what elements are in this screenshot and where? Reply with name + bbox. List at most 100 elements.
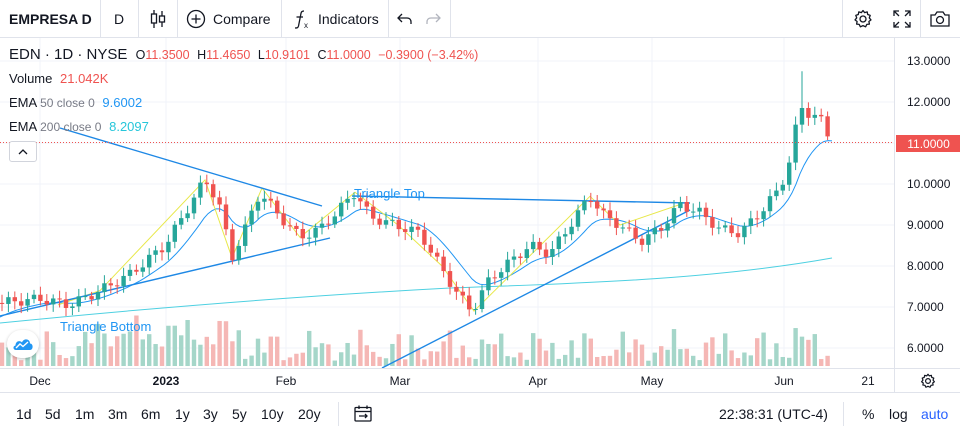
svg-text:x: x bbox=[304, 21, 308, 30]
legend-exchange: NYSE bbox=[86, 46, 128, 63]
range-3m-button[interactable]: 3m bbox=[108, 406, 128, 422]
candle-body bbox=[185, 213, 190, 219]
range-5y-button[interactable]: 5y bbox=[232, 406, 247, 422]
candle-body bbox=[51, 298, 56, 305]
candle-body bbox=[95, 292, 101, 300]
volume-bar bbox=[665, 349, 670, 366]
percent-scale-toggle[interactable]: % bbox=[862, 406, 875, 422]
volume-bar bbox=[729, 350, 734, 366]
toolbar-divider bbox=[843, 402, 844, 426]
candle-body bbox=[774, 190, 779, 197]
compare-button[interactable]: Compare bbox=[186, 0, 271, 38]
volume-bar bbox=[601, 356, 606, 366]
candle-body bbox=[76, 296, 81, 307]
range-10y-button[interactable]: 10y bbox=[261, 406, 284, 422]
time-axis[interactable]: Dec 2023 Feb Mar Apr May Jun 21 bbox=[0, 368, 960, 393]
volume-bar bbox=[492, 344, 497, 366]
volume-bar bbox=[505, 356, 510, 366]
candle-body bbox=[70, 306, 75, 308]
volume-bar bbox=[371, 351, 376, 366]
volume-bar bbox=[57, 354, 62, 366]
volume-bar bbox=[396, 334, 401, 366]
camera-icon[interactable] bbox=[928, 0, 952, 38]
candle-body bbox=[211, 184, 216, 198]
price-chart[interactable]: Triangle Top Triangle Bottom bbox=[0, 38, 894, 368]
candle-body bbox=[569, 226, 574, 235]
price-label: 7.0000 bbox=[907, 300, 944, 314]
indicators-button[interactable]: x Indicators bbox=[292, 0, 379, 38]
logo-watermark[interactable] bbox=[7, 330, 39, 358]
time-label: Apr bbox=[528, 374, 548, 388]
candle-body bbox=[396, 219, 401, 230]
fullscreen-icon[interactable] bbox=[890, 0, 914, 38]
candle-body bbox=[422, 229, 427, 245]
legend-collapse-button[interactable] bbox=[9, 141, 37, 162]
trend-lines bbox=[0, 127, 691, 368]
range-6m-button[interactable]: 6m bbox=[141, 406, 161, 422]
candle-body bbox=[620, 227, 625, 229]
volume-label: Volume bbox=[9, 71, 53, 86]
candle-body bbox=[44, 300, 49, 305]
range-1m-button[interactable]: 1m bbox=[75, 406, 95, 422]
volume-bar bbox=[172, 325, 177, 366]
volume-legend[interactable]: Volume 21.042K bbox=[9, 71, 108, 86]
volume-bar bbox=[185, 320, 190, 366]
volume-bar bbox=[140, 339, 145, 366]
candle-body bbox=[153, 250, 158, 255]
volume-bar bbox=[748, 355, 753, 366]
volume-bar bbox=[767, 359, 773, 366]
candle-body bbox=[659, 228, 664, 231]
volume-bar bbox=[755, 338, 760, 366]
volume-bar bbox=[774, 343, 779, 366]
candle-body bbox=[691, 211, 696, 213]
candle-body bbox=[147, 254, 152, 268]
redo-icon[interactable] bbox=[424, 0, 442, 38]
volume-bar bbox=[479, 339, 485, 366]
candle-body bbox=[313, 227, 318, 238]
range-1y-button[interactable]: 1y bbox=[175, 406, 190, 422]
ema200-value: 8.2097 bbox=[109, 119, 149, 134]
ema200-line bbox=[0, 257, 833, 324]
candle-body bbox=[57, 298, 62, 300]
log-scale-toggle[interactable]: log bbox=[889, 406, 908, 422]
candle-body bbox=[473, 308, 478, 310]
ema50-legend[interactable]: EMA 50 close 0 9.6002 bbox=[9, 95, 142, 110]
candle-body bbox=[454, 286, 459, 292]
volume-bar bbox=[70, 356, 75, 366]
symbol-search-button[interactable]: EMPRESA D bbox=[9, 11, 92, 27]
toolbar-divider bbox=[920, 0, 921, 38]
volume-bar bbox=[678, 349, 683, 366]
candle-body bbox=[255, 201, 261, 211]
clock-timezone[interactable]: 22:38:31 (UTC-4) bbox=[719, 406, 828, 422]
volume-bar bbox=[723, 333, 728, 366]
candle-body bbox=[575, 210, 581, 227]
candle-body bbox=[403, 229, 408, 232]
volume-bar bbox=[243, 358, 248, 366]
calendar-range-icon[interactable] bbox=[354, 405, 372, 427]
chart-settings-button[interactable] bbox=[894, 369, 960, 393]
candle-body bbox=[31, 294, 37, 300]
volume-bar bbox=[326, 344, 331, 366]
range-3y-button[interactable]: 3y bbox=[203, 406, 218, 422]
toolbar-divider bbox=[388, 0, 389, 38]
candle-body bbox=[268, 198, 273, 201]
candle-body bbox=[127, 269, 133, 276]
range-20y-button[interactable]: 20y bbox=[298, 406, 321, 422]
candle-body bbox=[614, 218, 619, 228]
time-label: Feb bbox=[275, 374, 297, 388]
trend-line bbox=[59, 127, 323, 207]
interval-button[interactable]: D bbox=[114, 11, 125, 27]
candlestick-icon[interactable] bbox=[146, 0, 170, 38]
ema200-legend[interactable]: EMA 200 close 0 8.2097 bbox=[9, 119, 149, 134]
candle-body bbox=[543, 249, 549, 257]
auto-scale-toggle[interactable]: auto bbox=[921, 406, 949, 422]
range-1d-button[interactable]: 1d bbox=[16, 406, 32, 422]
undo-icon[interactable] bbox=[396, 0, 414, 38]
range-5d-button[interactable]: 5d bbox=[45, 406, 61, 422]
gear-icon[interactable] bbox=[851, 0, 875, 38]
price-axis[interactable]: 13.0000 12.0000 10.0000 9.0000 8.0000 7.0000 6… bbox=[894, 38, 960, 368]
legend-high: 11.4650 bbox=[206, 48, 251, 62]
volume-bar bbox=[819, 359, 824, 366]
symbol-legend: EDN · 1D · NYSE O11.3500 H11.4650 L10.91… bbox=[9, 46, 479, 63]
candle-body bbox=[281, 213, 286, 226]
